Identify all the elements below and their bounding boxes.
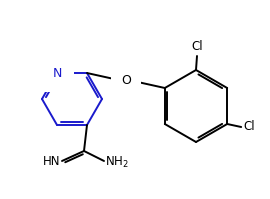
Text: O: O bbox=[121, 74, 131, 87]
Text: Cl: Cl bbox=[191, 40, 203, 53]
Text: NH$_2$: NH$_2$ bbox=[105, 154, 129, 170]
Text: N: N bbox=[52, 66, 62, 80]
Text: Cl: Cl bbox=[243, 121, 255, 134]
Text: HN: HN bbox=[42, 155, 60, 169]
